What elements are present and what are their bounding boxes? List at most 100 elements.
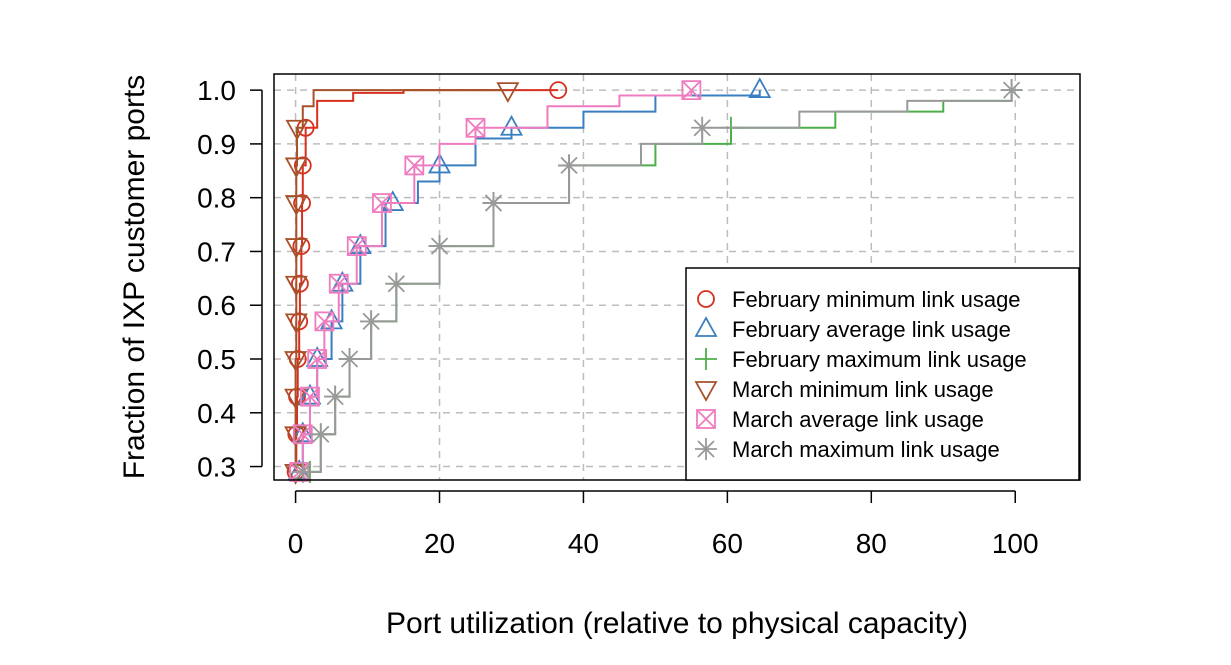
data-point-part: [496, 82, 520, 103]
legend-label: March average link usage: [732, 407, 984, 432]
data-point: [346, 236, 367, 256]
data-point-part: [465, 118, 486, 138]
data-point: [285, 119, 309, 141]
series-5: [291, 79, 1023, 483]
legend-marker-part: [696, 409, 716, 429]
data-point: [292, 237, 311, 255]
data-point-part: [340, 350, 359, 368]
y-axis: 0.3 0.4 0.5 0.6 0.7 0.8 0.9 1.0: [197, 75, 263, 483]
y-tick-label: 1.0: [197, 75, 236, 106]
legend-marker: [696, 409, 716, 429]
data-point: [284, 313, 308, 335]
data-point-part: [1002, 81, 1021, 99]
legend-label: March maximum link usage: [732, 437, 1000, 462]
data-point-part: [326, 388, 344, 406]
series-line: [299, 90, 693, 473]
data-point: [427, 152, 452, 174]
data-point: [1000, 79, 1023, 102]
data-point: [499, 114, 524, 136]
data-point-part: [387, 275, 405, 293]
data-point: [428, 235, 451, 258]
legend-marker-part: [694, 381, 718, 402]
plot-frame: [273, 73, 1081, 481]
series-4: [289, 80, 702, 482]
legend-item: March minimum link usage: [694, 377, 994, 402]
data-point: [309, 423, 332, 446]
data-point-part: [381, 190, 405, 211]
data-point-part: [291, 274, 309, 293]
legend-item: March maximum link usage: [695, 437, 1000, 462]
x-tick-label: 100: [992, 528, 1039, 559]
data-point-part: [284, 157, 308, 179]
data-point-part: [307, 349, 328, 369]
legend-marker: [697, 290, 715, 308]
data-point-part: [465, 117, 486, 138]
x-tick-label: 80: [856, 528, 887, 559]
x-tick-label: 60: [712, 528, 743, 559]
data-point-part: [285, 119, 309, 141]
legend-item: February minimum link usage: [697, 287, 1021, 312]
data-point-part: [362, 312, 380, 331]
data-point: [385, 272, 408, 295]
legend-marker: [695, 438, 717, 460]
data-point-part: [284, 195, 308, 216]
legend-item: March average link usage: [696, 407, 984, 432]
data-point-part: [307, 349, 327, 369]
data-point-part: [293, 194, 311, 212]
data-point-part: [300, 386, 320, 407]
y-tick-label: 0.3: [197, 452, 236, 483]
legend-marker-part: [697, 440, 715, 458]
legend-marker: [694, 316, 718, 337]
legend-marker-part: [697, 290, 715, 308]
data-point-part: [347, 236, 367, 256]
data-point-part: [284, 351, 308, 372]
data-point: [284, 275, 308, 297]
data-point: [465, 117, 486, 138]
legend-label: March minimum link usage: [732, 377, 994, 402]
data-point-part: [314, 311, 335, 332]
data-point-part: [427, 152, 452, 174]
data-point-part: [404, 155, 424, 176]
data-point: [284, 238, 308, 259]
data-point-part: [430, 237, 449, 255]
x-tick-label: 0: [288, 528, 304, 559]
data-point-part: [549, 81, 568, 100]
data-point: [372, 193, 392, 213]
data-point: [284, 351, 308, 372]
data-point: [307, 349, 328, 369]
data-point-part: [284, 275, 308, 297]
legend-marker-part: [696, 409, 716, 429]
data-point-part: [499, 114, 524, 136]
data-point: [496, 82, 520, 103]
data-point: [293, 194, 311, 212]
legend-label: February average link usage: [732, 317, 1011, 342]
y-tick-label: 0.4: [197, 398, 236, 429]
legend-marker-part: [694, 316, 718, 337]
legend-marker: [695, 348, 717, 370]
x-tick-label: 40: [568, 528, 599, 559]
legend-item: February average link usage: [694, 316, 1011, 342]
data-point-part: [404, 155, 425, 176]
data-point: [691, 116, 714, 139]
data-point: [324, 385, 347, 408]
data-point-part: [681, 80, 702, 100]
legend-marker: [694, 381, 718, 402]
x-axis: 0 20 40 60 80 100: [288, 490, 1039, 559]
data-point-part: [560, 156, 578, 175]
y-axis-title: Fraction of IXP customer ports: [118, 75, 151, 480]
data-point-part: [693, 119, 711, 137]
data-point-part: [294, 463, 312, 481]
data-point-part: [293, 424, 313, 444]
data-point-part: [328, 273, 349, 294]
x-axis-title: Port utilization (relative to physical c…: [386, 607, 968, 640]
legend-label: February maximum link usage: [732, 347, 1027, 372]
y-tick-label: 0.6: [197, 290, 236, 321]
data-point-part: [284, 238, 308, 259]
data-point: [284, 157, 308, 179]
data-point-part: [681, 80, 702, 101]
data-point-part: [284, 313, 308, 335]
legend-item: February maximum link usage: [695, 347, 1027, 372]
y-tick-label: 0.8: [197, 183, 236, 214]
data-point: [284, 195, 308, 216]
data-point-part: [329, 274, 349, 294]
